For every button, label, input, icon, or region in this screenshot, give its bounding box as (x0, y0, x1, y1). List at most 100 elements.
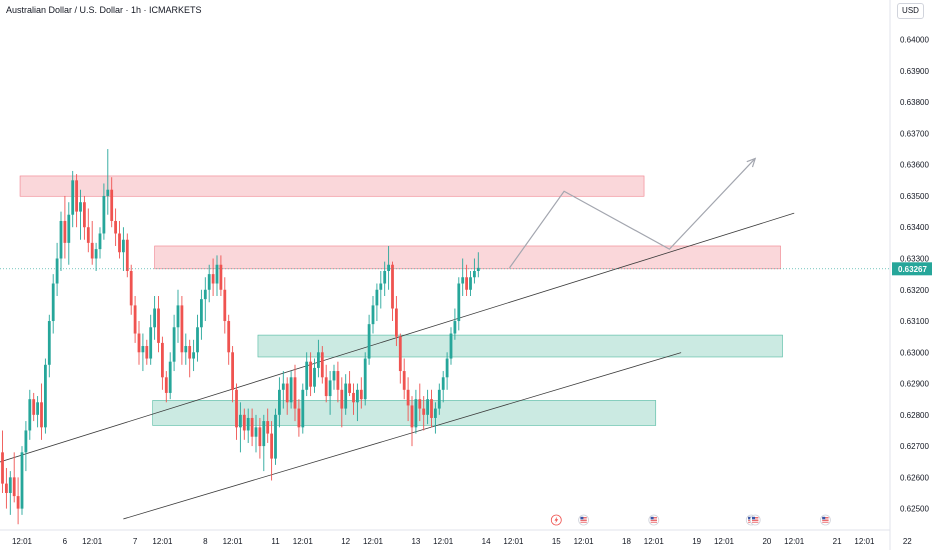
candle-body (79, 202, 82, 212)
candle (414, 389, 418, 434)
us-flag-icon[interactable] (578, 514, 589, 526)
candle (445, 352, 449, 390)
x-tick-label: 12:01 (433, 537, 454, 546)
candle (465, 264, 468, 297)
candle (5, 467, 8, 509)
candle-body (313, 367, 316, 387)
candle-body (71, 180, 75, 215)
candle-body (356, 389, 359, 403)
candle-body (395, 308, 398, 337)
candle-body (83, 202, 86, 228)
y-tick-label: 0.62800 (900, 411, 929, 420)
flag-canton (748, 516, 752, 520)
candle-body (86, 227, 90, 243)
candle (16, 477, 20, 525)
candle-body (430, 399, 433, 418)
us-flag-icon[interactable] (749, 514, 761, 526)
candle-body (90, 242, 94, 259)
candle-body (398, 336, 402, 372)
candle-body (227, 321, 231, 353)
candle (86, 208, 90, 253)
candle-body (223, 289, 227, 322)
currency-button[interactable]: USD (897, 3, 924, 19)
lightning-icon[interactable] (550, 514, 562, 526)
candle (79, 189, 82, 240)
support-zone-3[interactable] (152, 400, 657, 426)
candle-body (344, 383, 348, 409)
candle-body (133, 305, 137, 334)
x-tick-label: 12:01 (82, 537, 103, 546)
candle-body (172, 327, 176, 362)
candle-body (387, 264, 390, 271)
flag-stripe (580, 520, 587, 521)
candle-body (231, 352, 234, 390)
candle-body (367, 324, 371, 359)
flag-stripe (752, 517, 759, 518)
candle (55, 242, 59, 297)
x-tick-label: 12:01 (223, 537, 244, 546)
candle (192, 339, 195, 372)
candle (67, 202, 71, 265)
candle-body (1, 452, 4, 484)
flag-stripe (650, 520, 657, 521)
candle (328, 371, 332, 415)
support-zone-2[interactable] (257, 334, 783, 358)
candle-body (375, 289, 379, 306)
price-tag-label: 0.63267 (898, 265, 927, 274)
x-tick-label: 13 (411, 537, 420, 546)
candle-body (122, 239, 125, 253)
flag-canton (580, 516, 584, 520)
candle-body (246, 417, 250, 431)
candle-body (379, 283, 383, 290)
candle-body (235, 389, 238, 428)
candle-body (414, 399, 418, 428)
resistance-zone-0[interactable] (19, 175, 645, 197)
candle-body (203, 289, 207, 300)
candle-body (473, 271, 476, 278)
candle-body (110, 189, 114, 221)
x-tick-label: 12:01 (503, 537, 524, 546)
x-tick-label: 12 (341, 537, 350, 546)
y-tick-label: 0.63600 (900, 161, 929, 170)
projection-path[interactable] (509, 158, 756, 269)
candle (430, 389, 433, 428)
flag-stripe (752, 521, 759, 523)
candle-body (149, 327, 153, 359)
trendline-1[interactable] (123, 352, 682, 520)
candle-body (207, 274, 211, 290)
candle-body (16, 496, 20, 509)
resistance-zone-1[interactable] (154, 245, 781, 270)
candle-body (426, 399, 429, 415)
candle (469, 271, 472, 297)
x-tick-label: 11 (271, 537, 280, 546)
candle (129, 264, 133, 315)
candle (289, 371, 293, 409)
y-tick-label: 0.63700 (900, 129, 929, 138)
candle (266, 408, 270, 443)
candle-body (196, 327, 199, 353)
candle-body (332, 371, 336, 381)
candle-body (36, 402, 39, 415)
candle-body (47, 321, 51, 365)
candle (32, 392, 36, 422)
candle (71, 170, 75, 228)
candle-body (453, 321, 457, 334)
candle-body (63, 220, 67, 243)
candle-body (278, 389, 281, 415)
candle (141, 333, 145, 372)
us-flag-icon[interactable] (648, 514, 660, 526)
candle-body (219, 264, 223, 290)
event-circle (749, 514, 761, 526)
candle-body (184, 346, 188, 353)
candle (235, 383, 238, 440)
candle (278, 377, 281, 428)
candle-body (320, 352, 324, 378)
flag-stripe (580, 518, 587, 520)
candle-body (20, 452, 24, 509)
y-tick-label: 0.62500 (900, 505, 929, 514)
candle (102, 183, 106, 240)
us-flag-icon[interactable] (820, 514, 831, 526)
candle (106, 149, 110, 215)
